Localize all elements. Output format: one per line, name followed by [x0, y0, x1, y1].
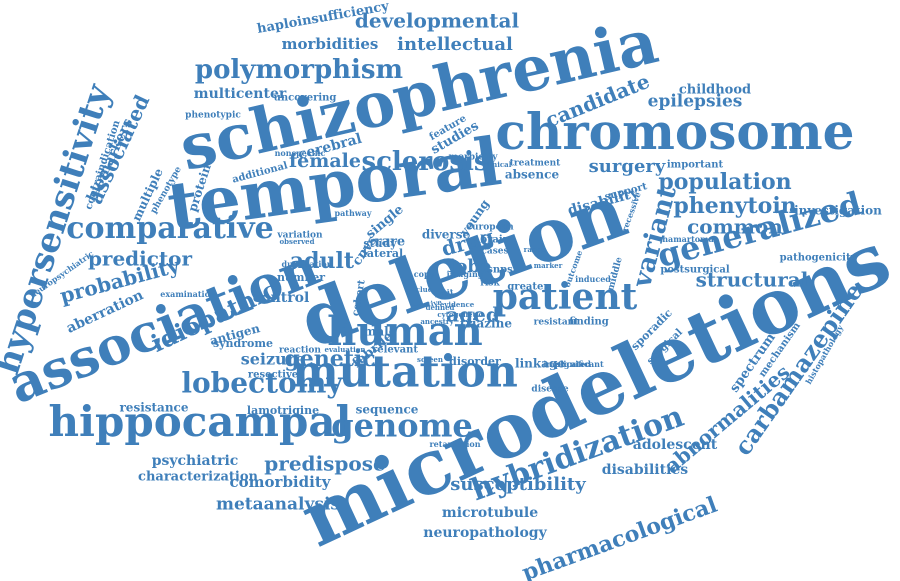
word-brain: brain	[480, 235, 511, 246]
word-aged: aged	[446, 303, 500, 327]
word-female: female	[289, 150, 361, 172]
word-lateral: lateral	[363, 247, 404, 260]
word-linkage: linkage	[515, 357, 565, 371]
word-number: number	[277, 271, 325, 284]
word-morbidities: morbidities	[282, 35, 379, 53]
word-seizure: seizure	[241, 350, 306, 369]
word-human: human	[327, 308, 483, 355]
word-pathogenicity: pathogenicity	[780, 253, 858, 264]
word-imaging: imaging	[447, 269, 484, 279]
word-adolescent: adolescent	[633, 437, 718, 453]
word-comparative: comparative	[66, 211, 273, 246]
word-lamotrigine: lamotrigine	[247, 404, 319, 417]
word-predictor: predictor	[88, 247, 193, 271]
word-psychiatric: psychiatric	[152, 453, 239, 469]
word-clinical: clinical	[483, 160, 512, 169]
word-hippocampal: hippocampal	[48, 397, 351, 446]
word-duplication: duplication	[281, 259, 332, 269]
word-implicated: implicated	[543, 359, 591, 369]
word-structural: structural	[696, 268, 809, 292]
word-disabilities: disabilities	[602, 462, 688, 478]
word-european: european	[466, 223, 514, 233]
word-pharmacological: pharmacological	[519, 492, 721, 581]
word-disorder: disorder	[449, 355, 501, 368]
word-sclerosis: sclerosis	[361, 147, 488, 177]
word-epilepsies: epilepsies	[648, 92, 743, 112]
word-marker: marker	[534, 261, 563, 270]
word-observed: observed	[279, 237, 314, 246]
word-adult: adult	[290, 248, 355, 274]
word-pathway: pathway	[334, 208, 371, 218]
word-neuropathology: neuropathology	[423, 525, 547, 541]
word-rare: rare	[375, 235, 405, 250]
word-nonspecific: nonspecific	[275, 148, 326, 158]
word-risk: risk	[480, 279, 500, 289]
word-relevant: relevant	[372, 345, 418, 356]
word-genetic: genetic	[284, 346, 375, 372]
word-finding: finding	[569, 317, 609, 328]
word-polymorphism: polymorphism	[195, 55, 403, 85]
word-evidence: evidence	[440, 300, 475, 309]
word-postsurgical: postsurgical	[660, 265, 729, 276]
word-control: control	[253, 290, 310, 306]
word-diverse: diverse	[422, 228, 471, 242]
word-resistant: resistant	[534, 318, 580, 328]
word-significant: significant	[556, 359, 604, 369]
word-retardation: retardation	[429, 439, 480, 449]
word-copy: copy	[414, 269, 435, 279]
word-range: range	[524, 245, 547, 254]
word-treatment: treatment	[510, 159, 561, 169]
word-lobectomy: lobectomy	[181, 367, 343, 400]
word-reaction: reaction	[279, 346, 321, 356]
word-resistance: resistance	[119, 401, 188, 415]
word-triazine: triazine	[460, 317, 512, 331]
word-predispose: predispose	[264, 452, 385, 476]
word-uncovering: uncovering	[274, 93, 337, 104]
word-examination: examination	[160, 289, 216, 299]
word-male: male	[364, 325, 397, 339]
word-patient: patient	[493, 276, 638, 318]
word-microtubule: microtubule	[442, 505, 538, 521]
word-screen: screen	[417, 355, 443, 364]
word-intellectual: intellectual	[397, 34, 513, 55]
word-childhood: childhood	[679, 83, 751, 98]
word-phenotypic: phenotypic	[185, 111, 241, 121]
word-clue: clue	[416, 285, 433, 294]
word-phenytoin: phenytoin	[673, 193, 796, 219]
word-genome: genome	[331, 407, 473, 445]
word-sequence: sequence	[356, 403, 419, 417]
word-greater: greater	[507, 282, 549, 293]
word-metaanalysis: metaanalysis	[216, 495, 340, 515]
word-characterization: characterization	[138, 470, 258, 485]
word-multicenter: multicenter	[194, 86, 287, 102]
word-common: common	[687, 215, 783, 239]
word-variation: variation	[276, 231, 323, 241]
word-investigation: investigation	[794, 204, 882, 218]
word-trait: trait	[433, 286, 455, 299]
word-snps: snps	[487, 265, 513, 276]
word-disease: disease	[531, 385, 568, 395]
word-syndrome: syndrome	[213, 337, 273, 350]
word-population: population	[658, 169, 791, 195]
word-susceptibility: susceptibility	[450, 474, 586, 495]
word-chromosome: chromosome	[496, 102, 855, 161]
word-absence: absence	[505, 168, 560, 182]
word-lobe: lobe	[449, 256, 492, 277]
word-defined: defined	[426, 303, 455, 312]
word-hamartoma: hamartoma	[662, 234, 714, 244]
word-cytogenetic: cytogenetic	[437, 310, 482, 319]
word-mutation: mutation	[292, 347, 518, 398]
word-morbidity: morbidity	[448, 153, 498, 163]
word-developmental: developmental	[355, 9, 520, 33]
word-important: important	[667, 160, 724, 171]
word-comorbidity: comorbidity	[230, 473, 332, 491]
word-ancestry: ancestry	[420, 317, 454, 326]
word-study: study	[363, 237, 397, 250]
word-induced: induced	[575, 274, 611, 284]
word-resective: resective	[248, 370, 298, 381]
word-cases: cases	[481, 247, 508, 257]
word-evaluation: evaluation	[325, 345, 366, 354]
word-surgery: surgery	[589, 156, 666, 177]
